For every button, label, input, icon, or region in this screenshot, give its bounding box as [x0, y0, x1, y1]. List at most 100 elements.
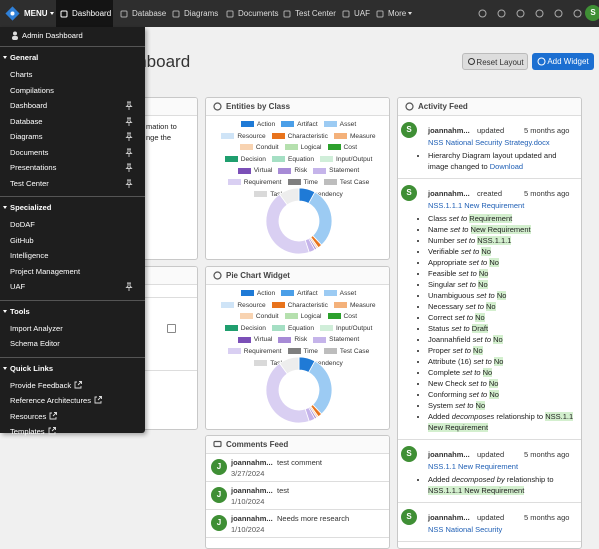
legend-swatch: [333, 301, 347, 308]
menu-section[interactable]: Specialized: [10, 203, 52, 212]
legend-item[interactable]: Test Case: [323, 177, 369, 189]
nav-item[interactable]: More: [388, 0, 413, 27]
legend-swatch: [271, 325, 285, 332]
legend-item[interactable]: Test Case: [323, 346, 370, 358]
nav-item[interactable]: Database: [132, 9, 167, 18]
add-widget-button[interactable]: Add Widget: [532, 53, 594, 70]
legend-item[interactable]: Decision: [224, 154, 266, 166]
icon: [213, 440, 222, 448]
menu-item[interactable]: Compilations: [0, 83, 145, 98]
legend-item[interactable]: Task: [254, 189, 284, 201]
legend-item[interactable]: Measure: [333, 300, 376, 312]
activity-link[interactable]: NSS National Security: [428, 525, 503, 534]
menu-button[interactable]: MENU: [24, 0, 54, 27]
legend-swatch: [287, 348, 301, 355]
change-part: Complete: [428, 368, 461, 377]
menu-item[interactable]: Intelligence: [0, 248, 145, 263]
menu-section[interactable]: Quick Links: [10, 363, 54, 373]
legend-item[interactable]: Virtual: [237, 165, 272, 177]
nav-item[interactable]: Documents: [238, 9, 279, 18]
change-part: Conforming: [428, 390, 467, 399]
menu-item[interactable]: GitHub: [0, 233, 145, 248]
menu-item[interactable]: Diagrams: [0, 129, 145, 144]
legend-item[interactable]: Task: [254, 358, 284, 370]
legend-item[interactable]: Measure: [333, 131, 376, 143]
legend-item[interactable]: Action: [240, 119, 275, 131]
legend-item[interactable]: Risk: [278, 165, 307, 177]
legend-item[interactable]: Cost: [327, 142, 357, 154]
legend-item[interactable]: Time: [287, 346, 318, 358]
legend-label: Dependency: [305, 190, 343, 198]
menu-item[interactable]: Reference Architectures: [0, 393, 145, 408]
menu-item[interactable]: Admin Dashboard: [22, 31, 83, 40]
activity-action: created: [477, 189, 503, 198]
legend-item[interactable]: Asset: [323, 288, 356, 300]
activity-link[interactable]: NSS.1.1.1 New Requirement: [428, 201, 525, 210]
change-part[interactable]: Download: [489, 162, 524, 171]
legend-item[interactable]: Equation: [271, 154, 314, 166]
legend-item[interactable]: Action: [240, 288, 275, 300]
menu-item[interactable]: Project Management: [0, 264, 145, 279]
legend-item[interactable]: Resource: [221, 131, 266, 143]
menu-item[interactable]: Database: [0, 114, 145, 129]
nav-item[interactable]: Test Center: [295, 9, 336, 18]
menu-item[interactable]: UAF: [0, 279, 145, 294]
legend-item[interactable]: Resource: [221, 300, 266, 312]
nav-item[interactable]: Dashboard: [72, 9, 112, 18]
activity-link[interactable]: NSS.1.1 New Requirement: [428, 462, 519, 471]
legend-item[interactable]: Input/Output: [320, 323, 372, 335]
menu-item[interactable]: Provide Feedback: [0, 378, 145, 393]
change-part: set to: [448, 214, 468, 223]
menu-item[interactable]: Dashboard: [0, 98, 145, 113]
legend-item[interactable]: Logical: [284, 311, 322, 323]
legend-item[interactable]: Characteristic: [271, 300, 328, 312]
legend-item[interactable]: Characteristic: [271, 131, 328, 143]
legend-item[interactable]: Statement: [313, 165, 359, 177]
activity-action: updated: [477, 450, 505, 459]
menu-item[interactable]: Templates: [0, 424, 145, 439]
menu-item[interactable]: Schema Editor: [0, 336, 145, 351]
external-icon: [74, 380, 83, 388]
legend-item[interactable]: Asset: [323, 119, 356, 131]
legend-item[interactable]: Virtual: [237, 334, 272, 346]
legend-label: Test Case: [339, 347, 370, 355]
legend-item[interactable]: Conduit: [239, 142, 279, 154]
legend-item[interactable]: Decision: [224, 323, 266, 335]
menu-item[interactable]: Resources: [0, 409, 145, 424]
legend-item[interactable]: Requirement: [227, 346, 282, 358]
nav-item[interactable]: UAF: [354, 9, 370, 18]
legend-item[interactable]: Conduit: [239, 311, 279, 323]
menu-item[interactable]: Documents: [0, 145, 145, 160]
activity-link[interactable]: NSS National Security Strategy.docx: [428, 138, 550, 147]
menu-item[interactable]: Test Center: [0, 176, 145, 191]
legend-item[interactable]: Cost: [327, 311, 357, 323]
nav-item[interactable]: Diagrams: [184, 9, 219, 18]
legend-item[interactable]: Input/Output: [320, 154, 372, 166]
legend-item[interactable]: Requirement: [227, 177, 282, 189]
activity-header: joannahm... updated 5 months ago: [406, 511, 577, 524]
reset-layout-button[interactable]: Reset Layout: [462, 53, 528, 70]
icon: [213, 102, 222, 111]
checkbox[interactable]: [167, 324, 176, 333]
menu-item[interactable]: Import Analyzer: [0, 321, 145, 336]
legend-item[interactable]: Risk: [278, 334, 307, 346]
legend-label: Task: [270, 359, 284, 367]
menu-section[interactable]: Tools: [10, 306, 30, 316]
legend-item[interactable]: Statement: [313, 334, 359, 346]
menu-item[interactable]: Charts: [0, 67, 145, 82]
legend-item[interactable]: Artifact: [281, 119, 318, 131]
user-avatar[interactable]: S: [585, 5, 599, 21]
change-part: No: [485, 302, 496, 311]
change-item: Name set to New Requirement: [428, 224, 577, 235]
legend-item[interactable]: Time: [287, 177, 318, 189]
change-part: No: [482, 368, 493, 377]
menu-section[interactable]: General: [10, 53, 39, 62]
menu-item[interactable]: DoDAF: [0, 217, 145, 232]
legend-item[interactable]: Logical: [284, 142, 322, 154]
menu-item[interactable]: Presentations: [0, 160, 145, 175]
legend-item[interactable]: Equation: [271, 323, 314, 335]
legend-item[interactable]: Artifact: [281, 288, 318, 300]
